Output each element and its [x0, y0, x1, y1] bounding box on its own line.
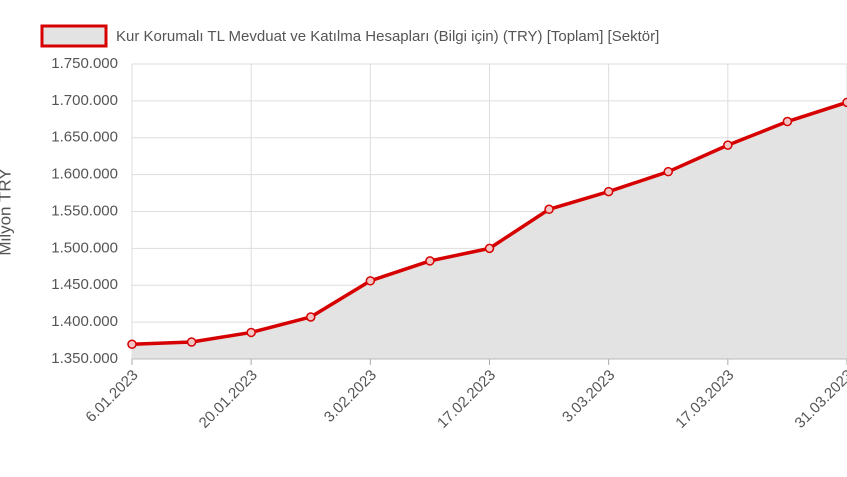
point [484, 243, 495, 254]
x-tick-label: 17.03.2023 [672, 367, 737, 432]
point [186, 337, 197, 347]
x-tick-label: 3.03.2023 [559, 367, 618, 426]
y-tick-label: 1.400.000 [51, 313, 118, 330]
y-tick-label: 1.700.000 [51, 92, 118, 109]
x-tick-label: 3.02.2023 [321, 367, 380, 426]
point [603, 186, 614, 197]
y-tick-label: 1.550.000 [51, 202, 118, 219]
x-tick-label: 6.01.2023 [82, 367, 141, 426]
point [246, 327, 256, 338]
y-tick-label: 1.650.000 [51, 129, 118, 146]
y-tick-label: 1.750.000 [51, 55, 118, 72]
legend-swatch [40, 24, 108, 48]
legend-label: Kur Korumalı TL Mevduat ve Katılma Hesap… [116, 28, 659, 45]
area [132, 102, 847, 359]
x-tick-label: 20.01.2023 [196, 367, 261, 432]
point [365, 276, 376, 286]
point [663, 166, 673, 177]
x-tick-label: 31.03.2023 [792, 367, 847, 432]
y-axis-label: Milyon TRY [0, 168, 14, 255]
point [723, 140, 733, 150]
point [306, 312, 316, 322]
point [842, 97, 847, 108]
x-tick-label: 17.02.2023 [434, 367, 499, 432]
y-tick-label: 1.600.000 [51, 166, 118, 183]
point [544, 204, 554, 215]
point [782, 116, 793, 127]
point [425, 256, 435, 266]
point [127, 339, 137, 349]
y-tick-label: 1.450.000 [51, 276, 118, 293]
y-tick-label: 1.350.000 [51, 350, 118, 367]
y-tick-label: 1.500.000 [51, 239, 118, 256]
